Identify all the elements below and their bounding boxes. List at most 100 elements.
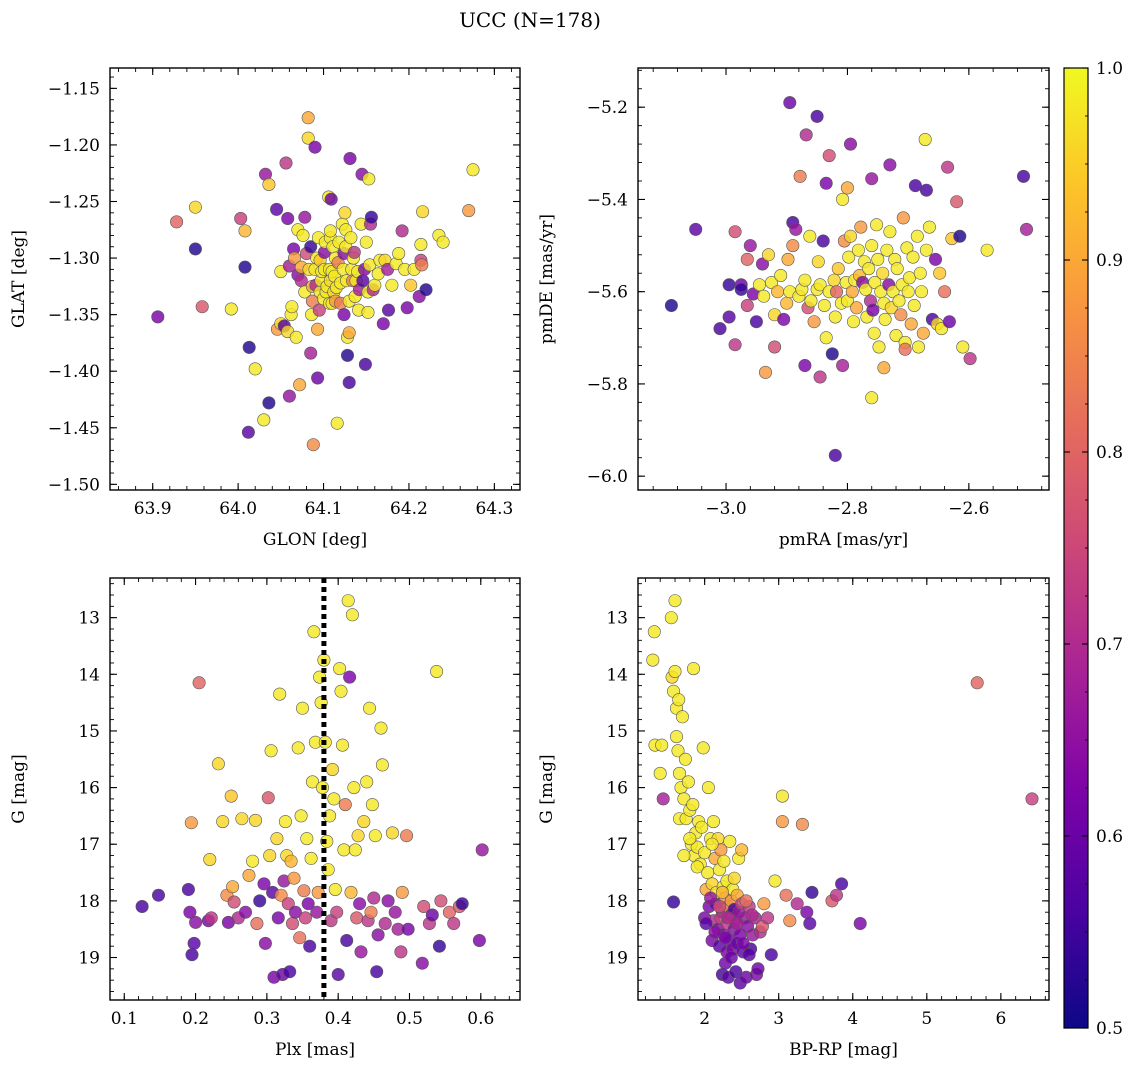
data-point <box>338 798 352 812</box>
data-point <box>730 916 744 930</box>
data-point <box>311 371 325 385</box>
data-point <box>350 911 364 925</box>
data-point <box>312 303 326 317</box>
x-tick-label: 0.5 <box>396 1009 423 1029</box>
data-point <box>242 340 256 354</box>
data-point <box>348 843 362 857</box>
data-point <box>239 905 253 919</box>
data-point <box>942 315 956 329</box>
data-point <box>181 882 195 896</box>
data-point <box>758 365 772 379</box>
panel-color-magnitude: 2 3 4 5 6 13 14 15 16 17 18 19 BP-RP [mag] G [mag] <box>537 577 1050 1060</box>
data-point <box>664 611 678 625</box>
data-point <box>278 815 292 829</box>
data-point <box>340 933 354 947</box>
data-point <box>786 239 800 253</box>
data-point <box>672 693 686 707</box>
data-point <box>170 215 184 229</box>
data-point <box>846 315 860 329</box>
data-point <box>430 664 444 678</box>
data-point <box>914 285 928 299</box>
data-point <box>281 897 295 911</box>
x-tick-label: −2.8 <box>827 499 868 519</box>
scatter-points <box>135 578 489 1000</box>
data-point <box>224 302 238 316</box>
data-point <box>381 303 395 317</box>
scatter-points <box>151 111 480 452</box>
data-point <box>740 252 754 266</box>
data-point <box>913 266 927 280</box>
data-point <box>303 939 317 953</box>
data-point <box>816 234 830 248</box>
data-point <box>304 346 318 360</box>
data-point <box>394 945 408 959</box>
data-point <box>392 247 406 261</box>
data-point <box>287 251 301 265</box>
data-point <box>357 815 371 829</box>
data-point <box>283 965 297 979</box>
y-tick-label: 19 <box>606 949 628 969</box>
data-point <box>872 340 886 354</box>
data-point <box>828 448 842 462</box>
data-point <box>404 278 418 292</box>
data-point <box>385 826 399 840</box>
data-point <box>295 701 309 715</box>
data-point <box>257 877 271 891</box>
axis-ticks: 2 3 4 5 6 13 14 15 16 17 18 19 <box>606 578 1049 1029</box>
figure-title: UCC (N=178) <box>459 8 601 32</box>
data-point <box>370 965 384 979</box>
data-point <box>743 239 757 253</box>
data-point <box>375 758 389 772</box>
data-point <box>715 885 729 899</box>
x-axis-label: GLON [deg] <box>263 530 367 550</box>
data-point <box>415 258 429 272</box>
data-point <box>333 662 347 676</box>
x-tick-label: 6 <box>995 1009 1006 1029</box>
y-tick-label: 16 <box>606 779 628 799</box>
colorbar-gradient <box>1063 67 1089 1029</box>
data-point <box>819 331 833 345</box>
data-point <box>354 945 368 959</box>
data-point <box>675 710 689 724</box>
data-point <box>843 229 857 243</box>
data-point <box>296 228 310 242</box>
colorbar-ticks: 0.5 0.6 0.7 0.8 0.9 1.0 <box>1064 59 1123 1039</box>
data-point <box>330 905 344 919</box>
data-point <box>653 766 667 780</box>
data-point <box>757 289 771 303</box>
data-point <box>187 936 201 950</box>
y-tick-label: −1.50 <box>48 475 100 495</box>
data-point <box>827 273 841 287</box>
x-tick-label: −3.0 <box>705 499 746 519</box>
x-tick-label: 0.6 <box>467 1009 494 1029</box>
data-point <box>320 834 334 848</box>
x-tick-label: 64.1 <box>305 499 343 519</box>
data-point <box>472 933 486 947</box>
data-point <box>728 338 742 352</box>
data-point <box>798 273 812 287</box>
data-point <box>883 225 897 239</box>
data-point <box>696 741 710 755</box>
x-tick-label: 64.3 <box>475 499 513 519</box>
data-point <box>956 340 970 354</box>
data-point <box>865 172 879 186</box>
data-point <box>904 317 918 331</box>
data-point <box>436 235 450 249</box>
data-point <box>800 905 814 919</box>
y-axis-label: G [mag] <box>537 754 557 823</box>
data-point <box>666 895 680 909</box>
data-point <box>447 916 461 930</box>
data-point <box>668 664 682 678</box>
y-tick-label: 18 <box>606 892 628 912</box>
data-point <box>799 128 813 142</box>
data-point <box>892 294 906 308</box>
data-point <box>325 762 339 776</box>
y-tick-label: −1.20 <box>48 136 100 156</box>
data-point <box>901 285 915 299</box>
y-tick-label: 15 <box>78 722 100 742</box>
data-point <box>285 916 299 930</box>
data-point <box>795 817 809 831</box>
data-point <box>419 283 433 297</box>
data-point <box>668 594 682 608</box>
data-point <box>695 820 709 834</box>
